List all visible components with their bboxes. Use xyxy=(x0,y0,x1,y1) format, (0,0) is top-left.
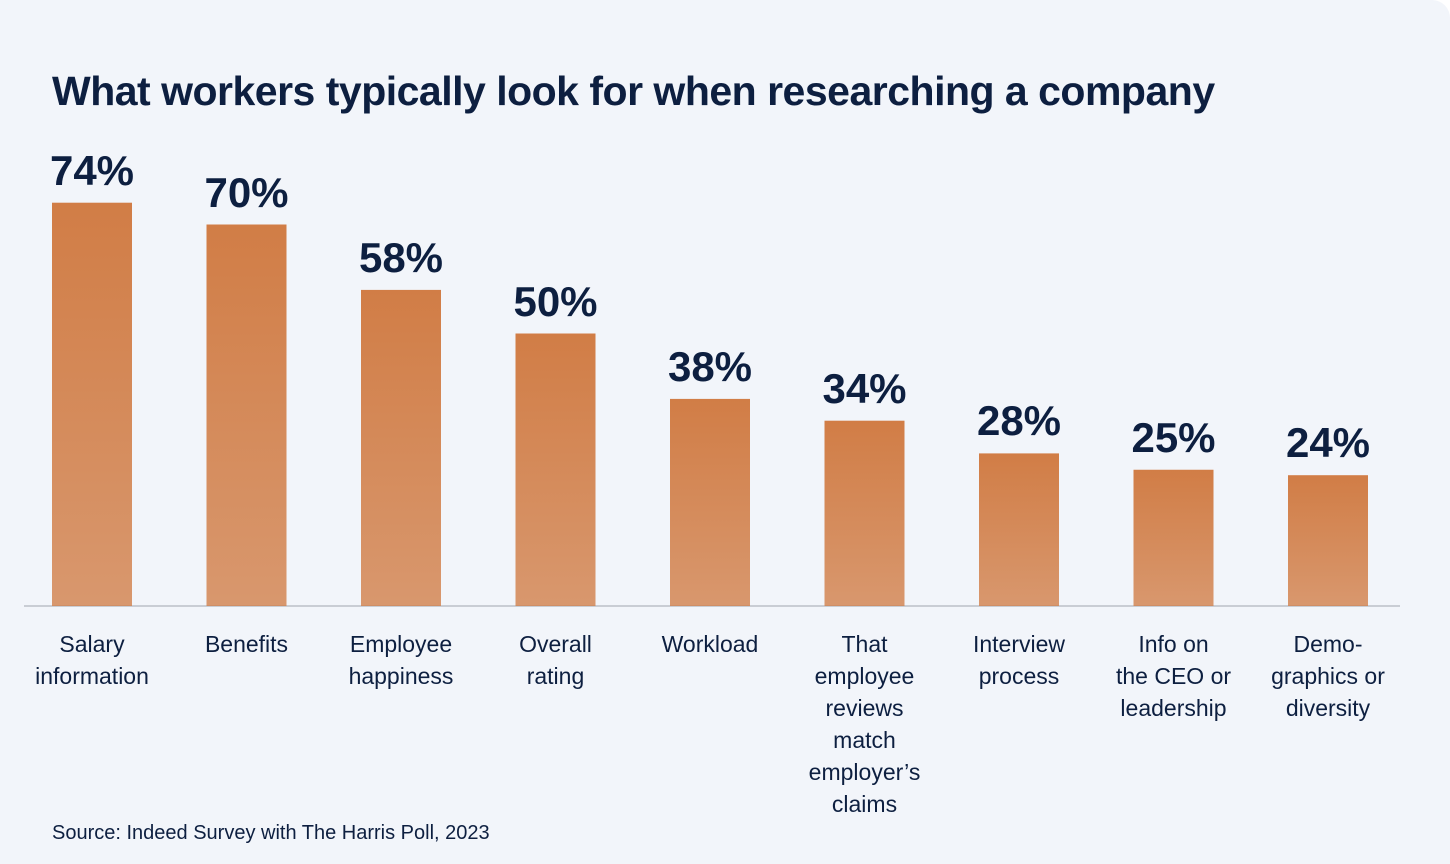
value-label: 70% xyxy=(204,168,289,216)
value-label: 24% xyxy=(1285,419,1371,467)
bar xyxy=(361,289,441,606)
bar xyxy=(1133,469,1214,606)
bar xyxy=(670,398,750,606)
x-tick-label: Employee happiness xyxy=(348,631,454,689)
x-tick-label: Overall rating xyxy=(519,631,592,689)
bar xyxy=(206,224,287,606)
value-label: 28% xyxy=(976,397,1062,445)
value-label: 34% xyxy=(822,364,907,412)
x-tick-label: Workload xyxy=(661,631,759,657)
source: Source: Indeed Survey with The Harris Po… xyxy=(52,822,490,844)
x-tick-label: Interview process xyxy=(972,631,1066,689)
x-tick-label: Info on the CEO or leadership xyxy=(1115,631,1232,721)
value-label: 74% xyxy=(49,146,135,194)
x-tick-label: Salary information xyxy=(35,631,149,689)
bar xyxy=(979,453,1059,606)
value-label: 38% xyxy=(667,342,753,390)
bar xyxy=(515,333,596,606)
chart-title: What workers typically look for when res… xyxy=(52,68,1215,114)
bar xyxy=(824,420,905,606)
x-tick-label: Demo- graphics or diversity xyxy=(1271,631,1385,721)
value-label: 25% xyxy=(1131,413,1216,461)
x-tick-label: That employee reviews match employer’s c… xyxy=(808,631,921,817)
x-tick-label: Benefits xyxy=(204,631,289,657)
value-label: 58% xyxy=(358,233,444,281)
bar xyxy=(52,202,132,606)
value-label: 50% xyxy=(513,277,598,325)
bar xyxy=(1288,475,1368,606)
